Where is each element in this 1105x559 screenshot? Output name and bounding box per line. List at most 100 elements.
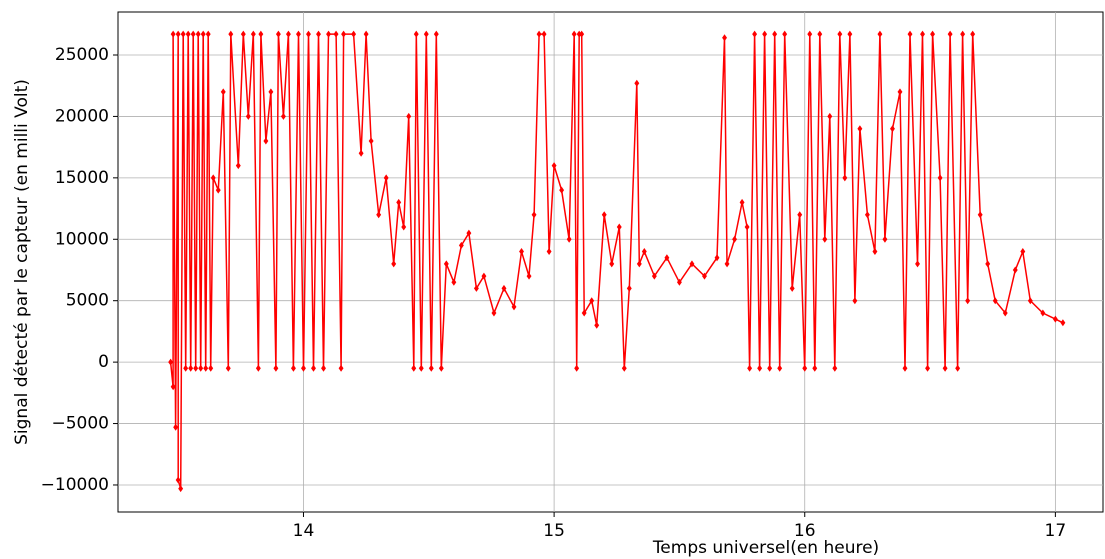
data-point [190, 30, 196, 38]
data-point [185, 30, 191, 38]
data-point [443, 260, 449, 268]
data-point [767, 364, 773, 372]
data-point [188, 364, 194, 372]
y-tick-label: 10000 [55, 229, 109, 249]
data-point [566, 235, 572, 243]
data-point [827, 112, 833, 120]
data-point [559, 186, 565, 194]
data-point [970, 30, 976, 38]
data-point [250, 30, 256, 38]
data-point [240, 30, 246, 38]
data-point [200, 30, 206, 38]
data-point [255, 364, 261, 372]
data-point [245, 112, 251, 120]
data-point [183, 364, 189, 372]
data-point [198, 364, 204, 372]
data-point [877, 30, 883, 38]
data-point [423, 30, 429, 38]
data-point [376, 211, 382, 219]
data-point [225, 364, 231, 372]
data-point [546, 248, 552, 256]
data-point [210, 174, 216, 182]
data-point [208, 364, 214, 372]
data-point [890, 125, 895, 133]
data-point [1027, 297, 1033, 305]
data-point [1012, 266, 1018, 274]
data-point [541, 30, 547, 38]
y-tick-label: 20000 [55, 106, 109, 126]
data-point [195, 30, 201, 38]
data-point [616, 223, 622, 231]
data-point [636, 260, 642, 268]
data-point [947, 30, 953, 38]
data-point [714, 254, 720, 262]
x-axis-label: Temps universel(en heure) [652, 538, 879, 558]
data-point [268, 88, 274, 96]
data-point [965, 297, 971, 305]
data-point [757, 364, 763, 372]
data-point [363, 30, 369, 38]
data-point [724, 260, 730, 268]
data-point [531, 211, 537, 219]
data-point [526, 272, 532, 280]
data-point [170, 383, 176, 391]
data-point [451, 278, 457, 286]
data-point [777, 364, 783, 372]
data-point [960, 30, 966, 38]
data-point [589, 297, 595, 305]
data-point [326, 30, 331, 38]
data-point [574, 364, 580, 372]
data-point [333, 30, 339, 38]
data-point [802, 364, 808, 372]
data-point [920, 30, 925, 38]
data-point [676, 278, 682, 286]
data-point [797, 211, 803, 219]
data-point [609, 260, 615, 268]
data-point [930, 30, 936, 38]
data-point [579, 30, 585, 38]
data-point [847, 30, 853, 38]
data-point [383, 174, 389, 182]
data-point [581, 309, 587, 317]
data-point [822, 235, 828, 243]
data-point [536, 30, 542, 38]
data-point [621, 364, 627, 372]
data-point [275, 30, 281, 38]
x-tick-label: 17 [1045, 521, 1067, 541]
data-point [689, 260, 695, 268]
x-tick-label: 15 [543, 521, 565, 541]
data-point [263, 137, 269, 145]
data-point [744, 223, 750, 231]
data-point [481, 272, 487, 280]
data-point [433, 30, 439, 38]
data-point [338, 364, 344, 372]
data-point [1020, 248, 1026, 256]
data-point [391, 260, 397, 268]
plot-frame [117, 11, 1104, 513]
data-point [977, 211, 983, 219]
data-point [902, 364, 908, 372]
data-point [296, 30, 301, 38]
y-tick-label: 5000 [66, 291, 109, 311]
data-point [438, 364, 444, 372]
data-point [817, 30, 823, 38]
data-point [306, 30, 311, 38]
data-point [752, 30, 758, 38]
data-point [842, 174, 848, 182]
data-point [203, 364, 209, 372]
y-tick-label: −10000 [41, 475, 109, 495]
data-point [955, 364, 961, 372]
data-point [882, 235, 888, 243]
data-point [466, 229, 472, 237]
data-point [193, 364, 199, 372]
data-point [358, 149, 364, 157]
data-point [473, 284, 479, 292]
data-point [301, 364, 306, 372]
data-point [594, 321, 600, 329]
data-point [772, 30, 778, 38]
data-point [937, 174, 943, 182]
data-point [280, 112, 286, 120]
data-point [413, 30, 419, 38]
data-point [1040, 309, 1046, 317]
